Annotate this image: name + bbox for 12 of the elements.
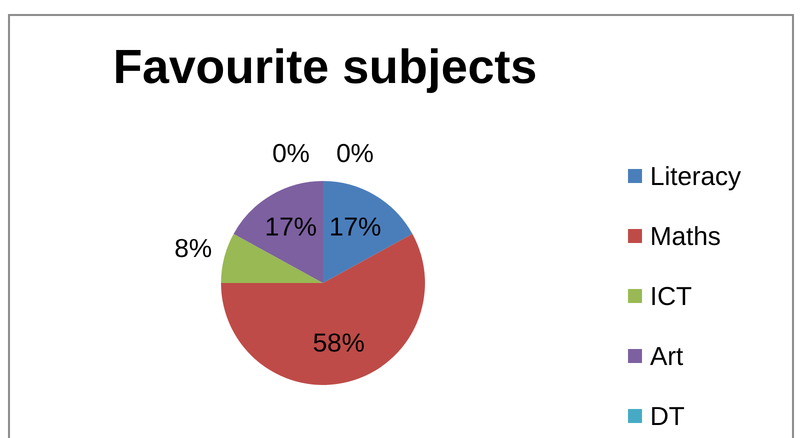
legend-label: DT (650, 400, 685, 432)
data-label: 17% (264, 212, 317, 242)
text: 0% (272, 138, 310, 168)
data-label: 8% (174, 232, 212, 263)
legend-label: Art (650, 340, 684, 372)
text: 0% (336, 138, 374, 168)
chart-title: Favourite subjects (112, 40, 538, 95)
legend-label: ICT (650, 280, 692, 312)
legend-label: Literacy (650, 160, 742, 192)
legend-label: Maths (650, 220, 721, 252)
data-label: 17% (329, 212, 382, 242)
data-label: 58% (312, 327, 365, 358)
